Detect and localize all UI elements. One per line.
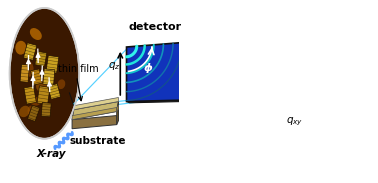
- Ellipse shape: [15, 41, 26, 55]
- Ellipse shape: [36, 78, 50, 93]
- Polygon shape: [183, 42, 186, 101]
- Ellipse shape: [57, 79, 65, 89]
- Ellipse shape: [9, 8, 79, 139]
- FancyBboxPatch shape: [37, 86, 50, 104]
- Ellipse shape: [28, 106, 35, 117]
- FancyBboxPatch shape: [23, 43, 37, 60]
- Polygon shape: [117, 102, 118, 125]
- Polygon shape: [72, 102, 118, 120]
- Text: X-ray: X-ray: [37, 149, 66, 159]
- Polygon shape: [127, 100, 186, 103]
- FancyBboxPatch shape: [24, 86, 36, 104]
- Polygon shape: [127, 42, 183, 102]
- FancyBboxPatch shape: [43, 69, 55, 85]
- Text: detector: detector: [129, 23, 182, 32]
- FancyBboxPatch shape: [48, 84, 61, 99]
- Text: ϕ: ϕ: [144, 62, 152, 73]
- FancyBboxPatch shape: [28, 105, 40, 122]
- Ellipse shape: [30, 28, 42, 40]
- Text: $q_{xy}$: $q_{xy}$: [286, 115, 303, 128]
- Polygon shape: [74, 98, 118, 110]
- Polygon shape: [72, 115, 117, 129]
- FancyBboxPatch shape: [41, 102, 51, 117]
- Polygon shape: [117, 105, 118, 111]
- Polygon shape: [72, 107, 117, 120]
- Ellipse shape: [19, 106, 30, 117]
- Text: thin film: thin film: [58, 64, 99, 74]
- FancyBboxPatch shape: [20, 64, 29, 82]
- Text: $q_z$: $q_z$: [108, 60, 121, 72]
- Text: substrate: substrate: [70, 137, 126, 146]
- FancyBboxPatch shape: [35, 51, 47, 66]
- FancyBboxPatch shape: [46, 55, 59, 73]
- Ellipse shape: [25, 61, 34, 77]
- FancyBboxPatch shape: [31, 69, 42, 85]
- Ellipse shape: [31, 97, 42, 106]
